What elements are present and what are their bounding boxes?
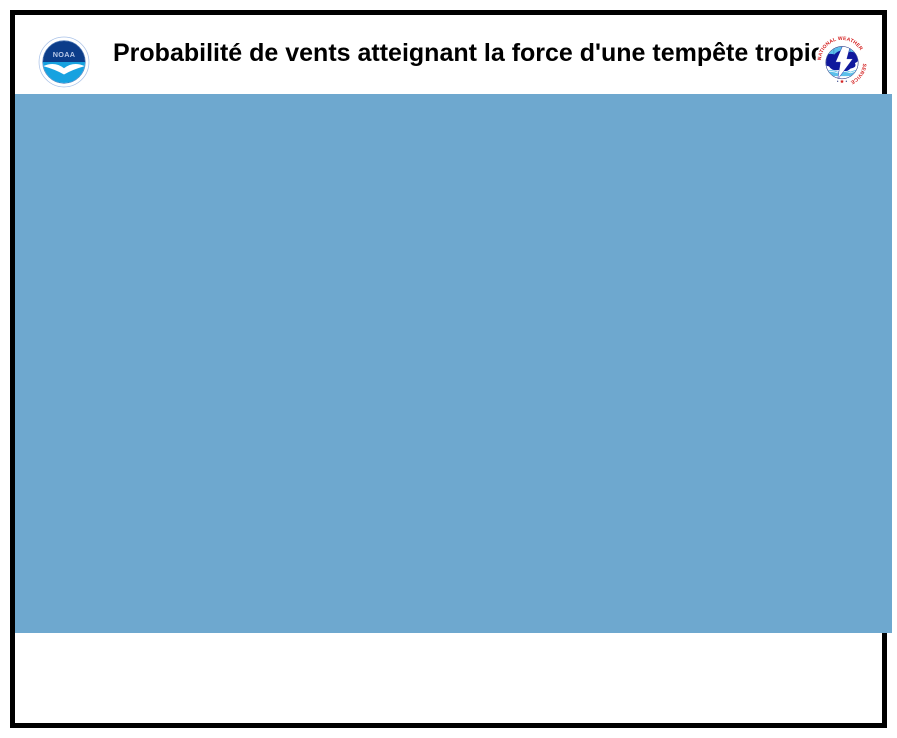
svg-text:NOAA: NOAA [53,50,76,59]
